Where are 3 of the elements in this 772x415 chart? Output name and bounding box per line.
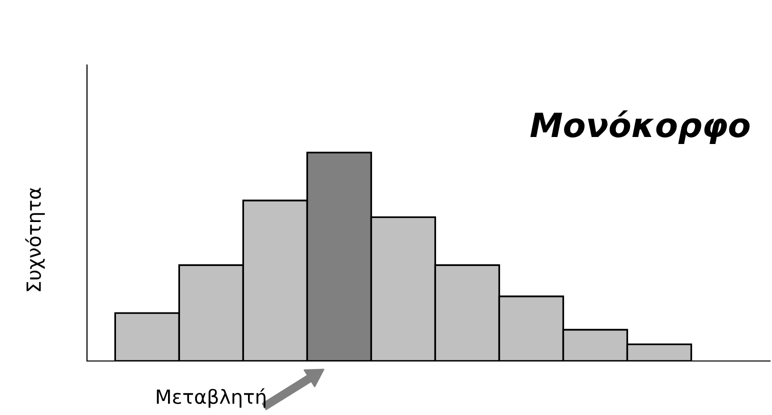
x-axis-title: Μεταβλητή (156, 388, 266, 408)
text: Μονόκορφο (530, 110, 750, 144)
y-axis-title: Συχνότητα (25, 188, 45, 292)
